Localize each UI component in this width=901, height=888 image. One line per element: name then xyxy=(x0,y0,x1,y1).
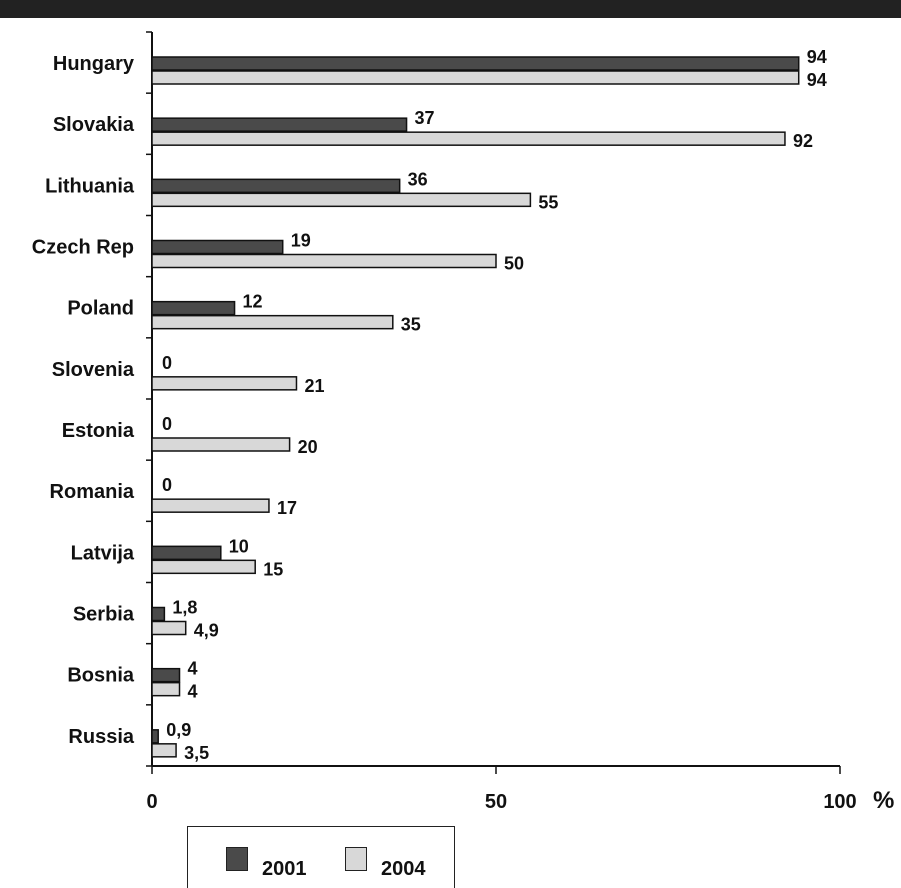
value-label-2001: 0,9 xyxy=(166,720,191,740)
bar-2004-czech-rep xyxy=(151,253,497,269)
value-label-2001: 0 xyxy=(162,353,172,373)
value-label-2004: 3,5 xyxy=(184,743,209,763)
value-label-2004: 4,9 xyxy=(194,621,219,641)
bar-2004-serbia xyxy=(151,620,187,636)
value-label-2001: 10 xyxy=(229,536,249,556)
value-label-2001: 4 xyxy=(188,659,198,679)
x-tick-label: 0 xyxy=(146,791,157,813)
value-label-2004: 17 xyxy=(277,498,297,518)
category-label: Slovenia xyxy=(52,359,135,381)
x-tick-label: 50 xyxy=(485,791,507,813)
chart-axes: 0 50 100% xyxy=(146,31,894,814)
value-label-2004: 15 xyxy=(263,559,283,579)
category-label: Serbia xyxy=(73,604,135,626)
bar-2001-serbia xyxy=(151,606,166,622)
legend: 2001 2004 xyxy=(187,826,455,888)
category-label: Czech Rep xyxy=(32,237,134,259)
chart-bars xyxy=(151,56,800,758)
bar-2001-czech-rep xyxy=(151,239,284,255)
bar-2004-slovenia xyxy=(151,376,298,391)
value-label-2001: 37 xyxy=(415,108,435,128)
value-label-2001: 0 xyxy=(162,414,172,434)
bar-2004-bosnia xyxy=(151,681,181,697)
bar-2001-hungary xyxy=(151,56,800,71)
bar-2004-hungary xyxy=(151,70,800,85)
bar-2001-russia xyxy=(151,729,159,744)
bar-2001-latvija xyxy=(151,545,222,561)
category-label: Russia xyxy=(68,726,134,748)
value-label-2004: 20 xyxy=(298,437,318,457)
value-label-2004: 92 xyxy=(793,131,813,151)
value-label-2004: 94 xyxy=(807,70,827,90)
value-label-2004: 4 xyxy=(188,682,198,702)
value-label-2004: 35 xyxy=(401,315,421,335)
legend-swatch-2004 xyxy=(345,847,367,871)
value-label-2001: 19 xyxy=(291,231,311,251)
legend-item-2001: 2001 xyxy=(226,847,307,879)
category-label: Poland xyxy=(67,298,134,320)
bar-2004-slovakia xyxy=(151,131,786,146)
bar-2004-latvija xyxy=(151,559,256,575)
category-label: Bosnia xyxy=(67,665,135,687)
value-label-2004: 55 xyxy=(538,192,558,212)
category-label: Romania xyxy=(50,481,135,503)
bar-2004-poland xyxy=(151,314,394,330)
bar-2001-slovakia xyxy=(151,117,408,132)
top-rule xyxy=(0,0,901,18)
x-unit-label: % xyxy=(873,787,894,814)
legend-swatch-2001 xyxy=(226,847,248,871)
category-label: Lithuania xyxy=(45,175,135,197)
value-label-2004: 50 xyxy=(504,254,524,274)
category-label: Slovakia xyxy=(53,114,135,136)
value-label-2001: 36 xyxy=(408,169,428,189)
value-label-2001: 0 xyxy=(162,475,172,495)
value-label-2001: 94 xyxy=(807,47,827,67)
x-tick-label: 100 xyxy=(823,791,856,813)
bar-2004-estonia xyxy=(151,437,291,452)
bar-2001-poland xyxy=(151,300,236,316)
bar-2001-lithuania xyxy=(151,178,401,194)
legend-label-2001: 2001 xyxy=(262,858,307,880)
bar-2004-russia xyxy=(151,743,177,758)
category-label: Hungary xyxy=(53,53,135,75)
category-label: Estonia xyxy=(62,420,135,442)
legend-label-2004: 2004 xyxy=(381,858,426,880)
bar-2004-romania xyxy=(151,498,270,513)
category-label: Latvija xyxy=(71,542,135,564)
value-label-2004: 21 xyxy=(304,376,324,396)
value-label-2001: 1,8 xyxy=(172,598,197,618)
value-label-2001: 12 xyxy=(243,292,263,312)
chart-labels: Hungary 94 94 Slovakia 37 92 Lithuania 36 55 Czec… xyxy=(32,47,827,763)
legend-item-2004: 2004 xyxy=(345,847,426,879)
bar-2004-lithuania xyxy=(151,192,532,208)
bar-2001-bosnia xyxy=(151,667,181,683)
